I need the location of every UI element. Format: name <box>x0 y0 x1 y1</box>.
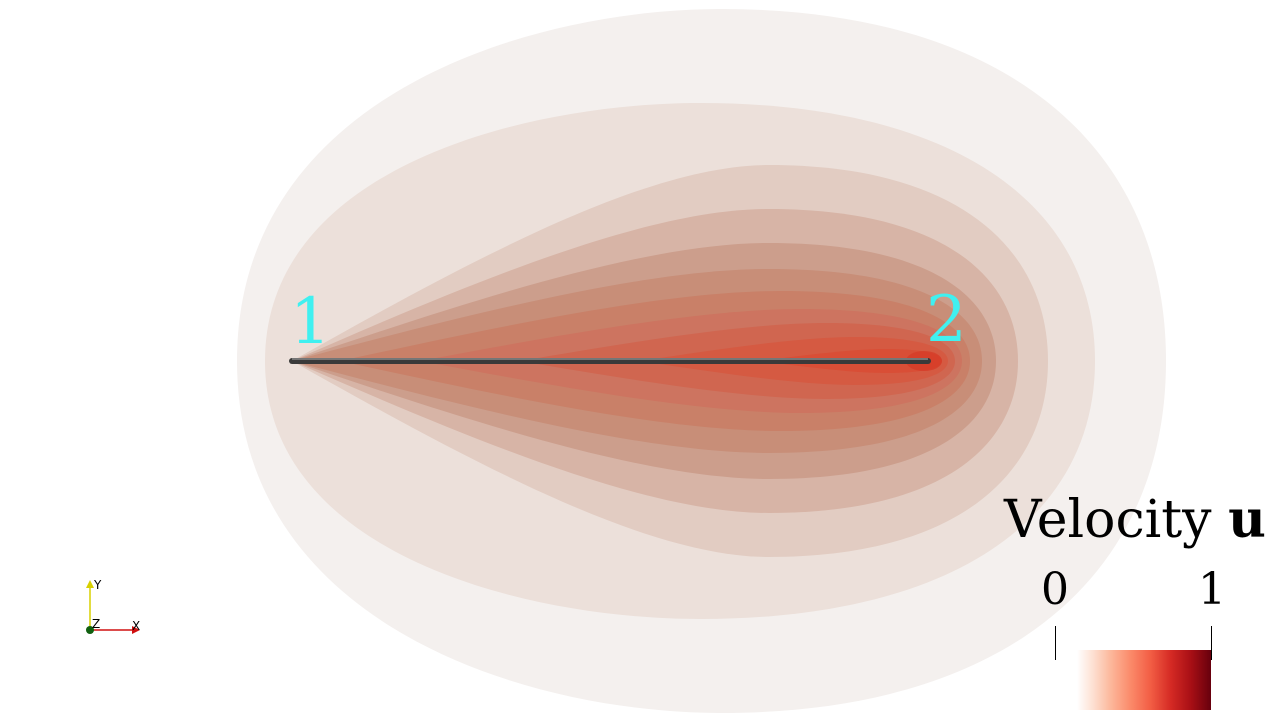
legend-title: Velocity u <box>1004 494 1266 547</box>
legend-min-label: 0 <box>1041 564 1069 615</box>
legend-title-text: Velocity <box>1004 490 1212 550</box>
x-axis-arrow-icon <box>132 626 140 634</box>
legend-title-symbol: u <box>1228 489 1266 550</box>
y-axis-arrow-icon <box>86 580 94 588</box>
y-axis-label: Y <box>93 578 102 592</box>
z-axis-label: Z <box>92 617 100 631</box>
orientation-axes-icon[interactable]: Y X Z <box>80 574 150 638</box>
x-axis-label: X <box>132 619 140 633</box>
legend-min-tick <box>1055 626 1056 660</box>
colorbar <box>1077 650 1211 710</box>
node-label-2: 2 <box>926 283 967 357</box>
legend-max-tick <box>1211 626 1212 660</box>
z-axis-dot-icon <box>86 626 94 634</box>
node-label-1: 1 <box>290 285 331 359</box>
legend-max-label: 1 <box>1198 564 1226 615</box>
rod <box>289 358 931 364</box>
